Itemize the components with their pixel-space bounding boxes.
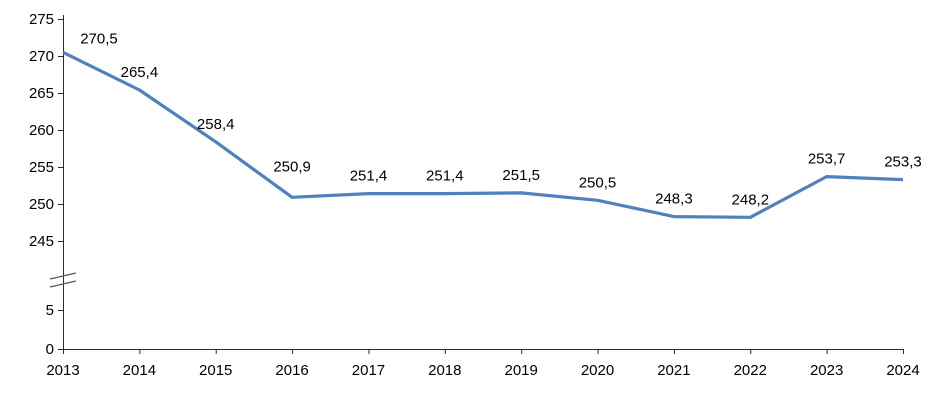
y-axis-tick-label: 260 xyxy=(29,122,54,139)
x-axis-tick-label: 2014 xyxy=(123,362,156,379)
y-axis: 245 250 255 260 265 270 275 0 5 xyxy=(29,11,63,358)
x-axis: 2013 2014 2015 2016 2017 2018 2019 2020 2021 2022… xyxy=(46,349,920,379)
data-label: 253,3 xyxy=(884,154,922,171)
x-axis-tick-label: 2018 xyxy=(428,362,461,379)
data-label: 258,4 xyxy=(197,116,235,133)
data-label: 250,9 xyxy=(273,158,311,175)
y-axis-tick-label: 5 xyxy=(46,302,54,319)
data-label: 251,5 xyxy=(502,167,540,184)
y-axis-tick-label: 255 xyxy=(29,159,54,176)
data-label: 248,2 xyxy=(732,191,770,208)
axis-break-slash xyxy=(49,280,77,288)
data-series-line xyxy=(62,50,904,219)
data-label: 251,4 xyxy=(350,168,388,185)
axis-break-icon xyxy=(49,272,77,288)
x-axis-tick-label: 2022 xyxy=(734,362,767,379)
data-label: 248,3 xyxy=(655,191,693,208)
x-axis-tick-label: 2023 xyxy=(810,362,843,379)
y-axis-tick-label: 245 xyxy=(29,233,54,250)
x-axis-tick-label: 2019 xyxy=(504,362,537,379)
y-axis-tick-label: 250 xyxy=(29,196,54,213)
data-label: 270,5 xyxy=(80,30,118,47)
y-axis-tick-label: 275 xyxy=(29,11,54,28)
axes xyxy=(63,15,903,350)
x-axis-tick-label: 2024 xyxy=(886,362,919,379)
x-axis-tick-label: 2016 xyxy=(275,362,308,379)
y-axis-tick-label: 0 xyxy=(46,341,54,358)
data-label: 251,4 xyxy=(426,168,464,185)
x-axis-tick-label: 2021 xyxy=(657,362,690,379)
x-axis-tick-label: 2017 xyxy=(352,362,385,379)
axis-break-slash xyxy=(49,272,77,280)
x-axis-tick-label: 2020 xyxy=(581,362,614,379)
x-axis-tick-label: 2015 xyxy=(199,362,232,379)
y-axis-tick-label: 270 xyxy=(29,48,54,65)
y-axis-tick-label: 265 xyxy=(29,85,54,102)
x-axis-tick-label: 2013 xyxy=(46,362,79,379)
data-label: 265,4 xyxy=(121,64,159,81)
data-label: 253,7 xyxy=(808,151,846,168)
data-label: 250,5 xyxy=(579,174,617,191)
